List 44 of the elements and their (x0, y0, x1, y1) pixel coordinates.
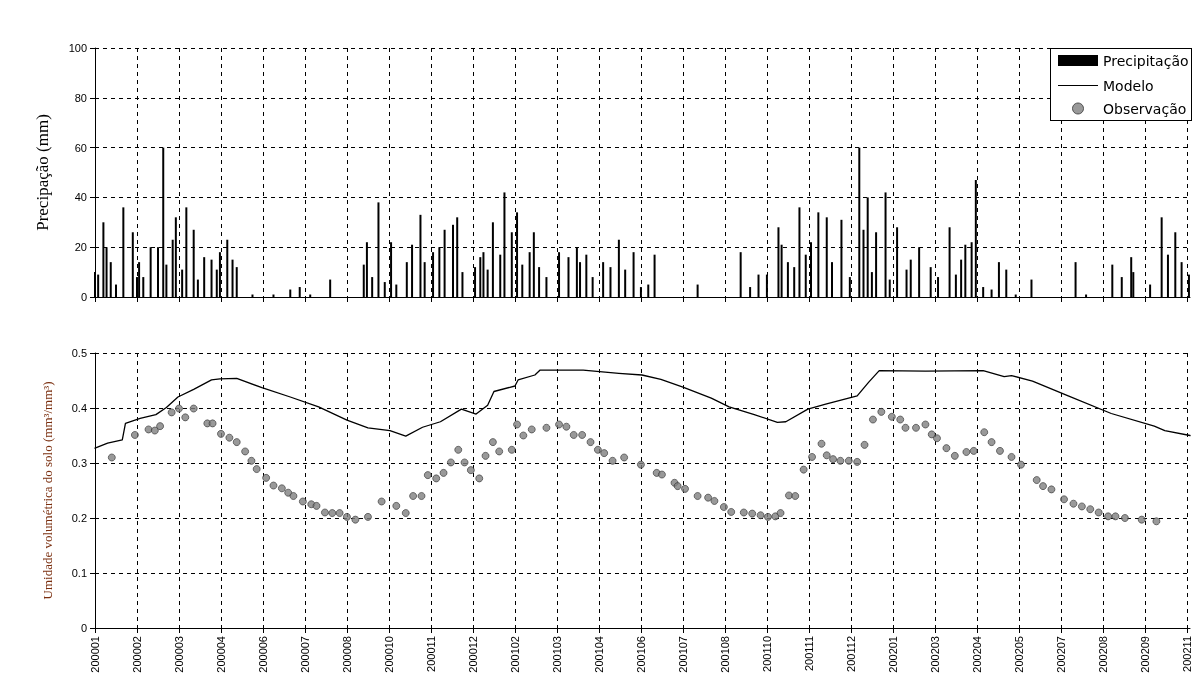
x-tick-label: 200203 (928, 636, 941, 673)
x-tick-label: 200106 (634, 636, 647, 673)
x-tick-label: 200003 (172, 636, 185, 673)
x-tick-label: 200209 (1138, 636, 1151, 673)
y-tick-label: 0 (80, 622, 87, 634)
y-axis-title: Precipação (mm) (32, 114, 52, 231)
y-tick-label: 0.4 (71, 402, 87, 414)
y-tick-label: 100 (68, 42, 87, 54)
x-tick-label: 200207 (1054, 636, 1067, 673)
x-tick-label: 200001 (89, 636, 101, 673)
legend-label: Precipitação (1103, 52, 1189, 69)
x-tick-label: 200112 (844, 636, 857, 672)
x-tick-label: 200108 (718, 636, 731, 673)
x-tick-label: 200103 (550, 636, 563, 673)
x-tick-label: 200201 (886, 636, 899, 673)
x-tick-label: 200011 (424, 636, 437, 672)
x-tick-label: 200104 (592, 636, 605, 673)
y-tick-label: 60 (74, 141, 87, 154)
x-tick-label: 200205 (1012, 636, 1025, 673)
y-tick-label: 80 (74, 91, 87, 104)
x-tick-label: 200006 (256, 636, 269, 673)
x-tick-label: 200111 (802, 636, 815, 672)
x-tick-label: 200208 (1096, 636, 1109, 673)
y-tick-label: 0 (80, 291, 87, 303)
x-tick-label: 200002 (130, 636, 143, 673)
y-tick-label: 0.3 (71, 457, 87, 469)
y-tick-label: 0.2 (71, 512, 87, 524)
x-tick-label: 200211 (1180, 636, 1193, 672)
x-tick-label: 200010 (382, 636, 395, 673)
legend-label: Modelo (1103, 77, 1154, 94)
x-tick-label: 200110 (760, 636, 773, 672)
x-tick-label: 200102 (508, 636, 521, 673)
x-tick-label: 200012 (466, 636, 479, 673)
y-tick-label: 20 (74, 241, 87, 254)
y-tick-label: 40 (74, 191, 87, 204)
x-tick-label: 200004 (214, 636, 227, 673)
y-tick-label: 0.1 (71, 567, 87, 579)
x-tick-label: 200008 (340, 636, 353, 673)
y-tick-label: 0.5 (71, 347, 87, 359)
x-tick-label: 200007 (298, 636, 311, 673)
x-tick-label: 200204 (970, 636, 983, 673)
x-tick-label: 200107 (676, 636, 689, 673)
y-axis-title: Umidade volumétrica do solo (mm³/mm³) (39, 381, 55, 600)
legend-label: Observação (1103, 100, 1187, 117)
